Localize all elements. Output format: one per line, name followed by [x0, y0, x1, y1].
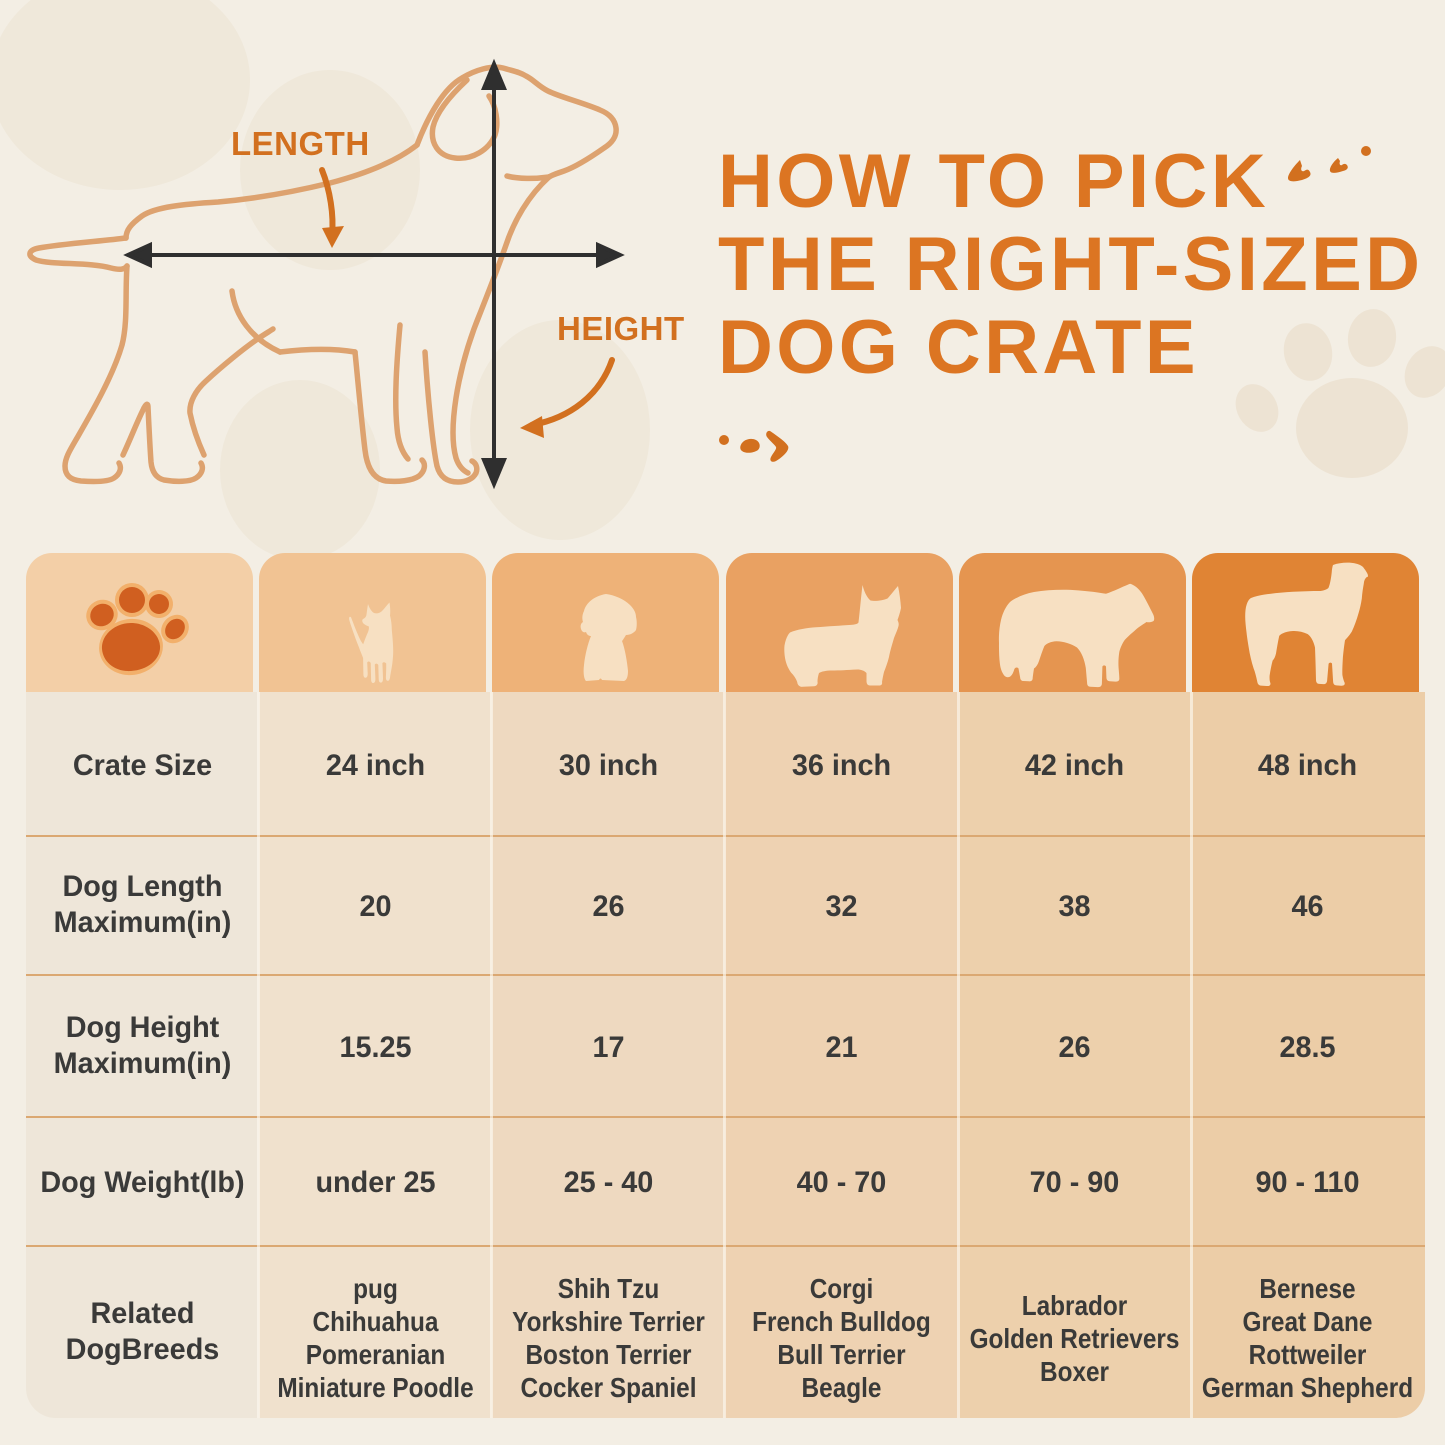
svg-text:HEIGHT: HEIGHT	[557, 310, 685, 347]
svg-text:LENGTH: LENGTH	[231, 125, 370, 162]
